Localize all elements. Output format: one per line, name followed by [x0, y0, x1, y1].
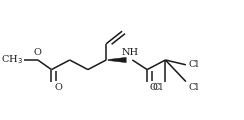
Polygon shape — [108, 57, 126, 63]
Text: O: O — [33, 48, 41, 57]
Text: O: O — [150, 83, 158, 92]
Text: Cl: Cl — [188, 83, 199, 92]
Text: CH$_3$: CH$_3$ — [1, 54, 23, 66]
Text: NH: NH — [121, 48, 138, 57]
Text: O: O — [54, 83, 62, 92]
Text: Cl: Cl — [152, 83, 163, 92]
Text: Cl: Cl — [189, 60, 199, 69]
